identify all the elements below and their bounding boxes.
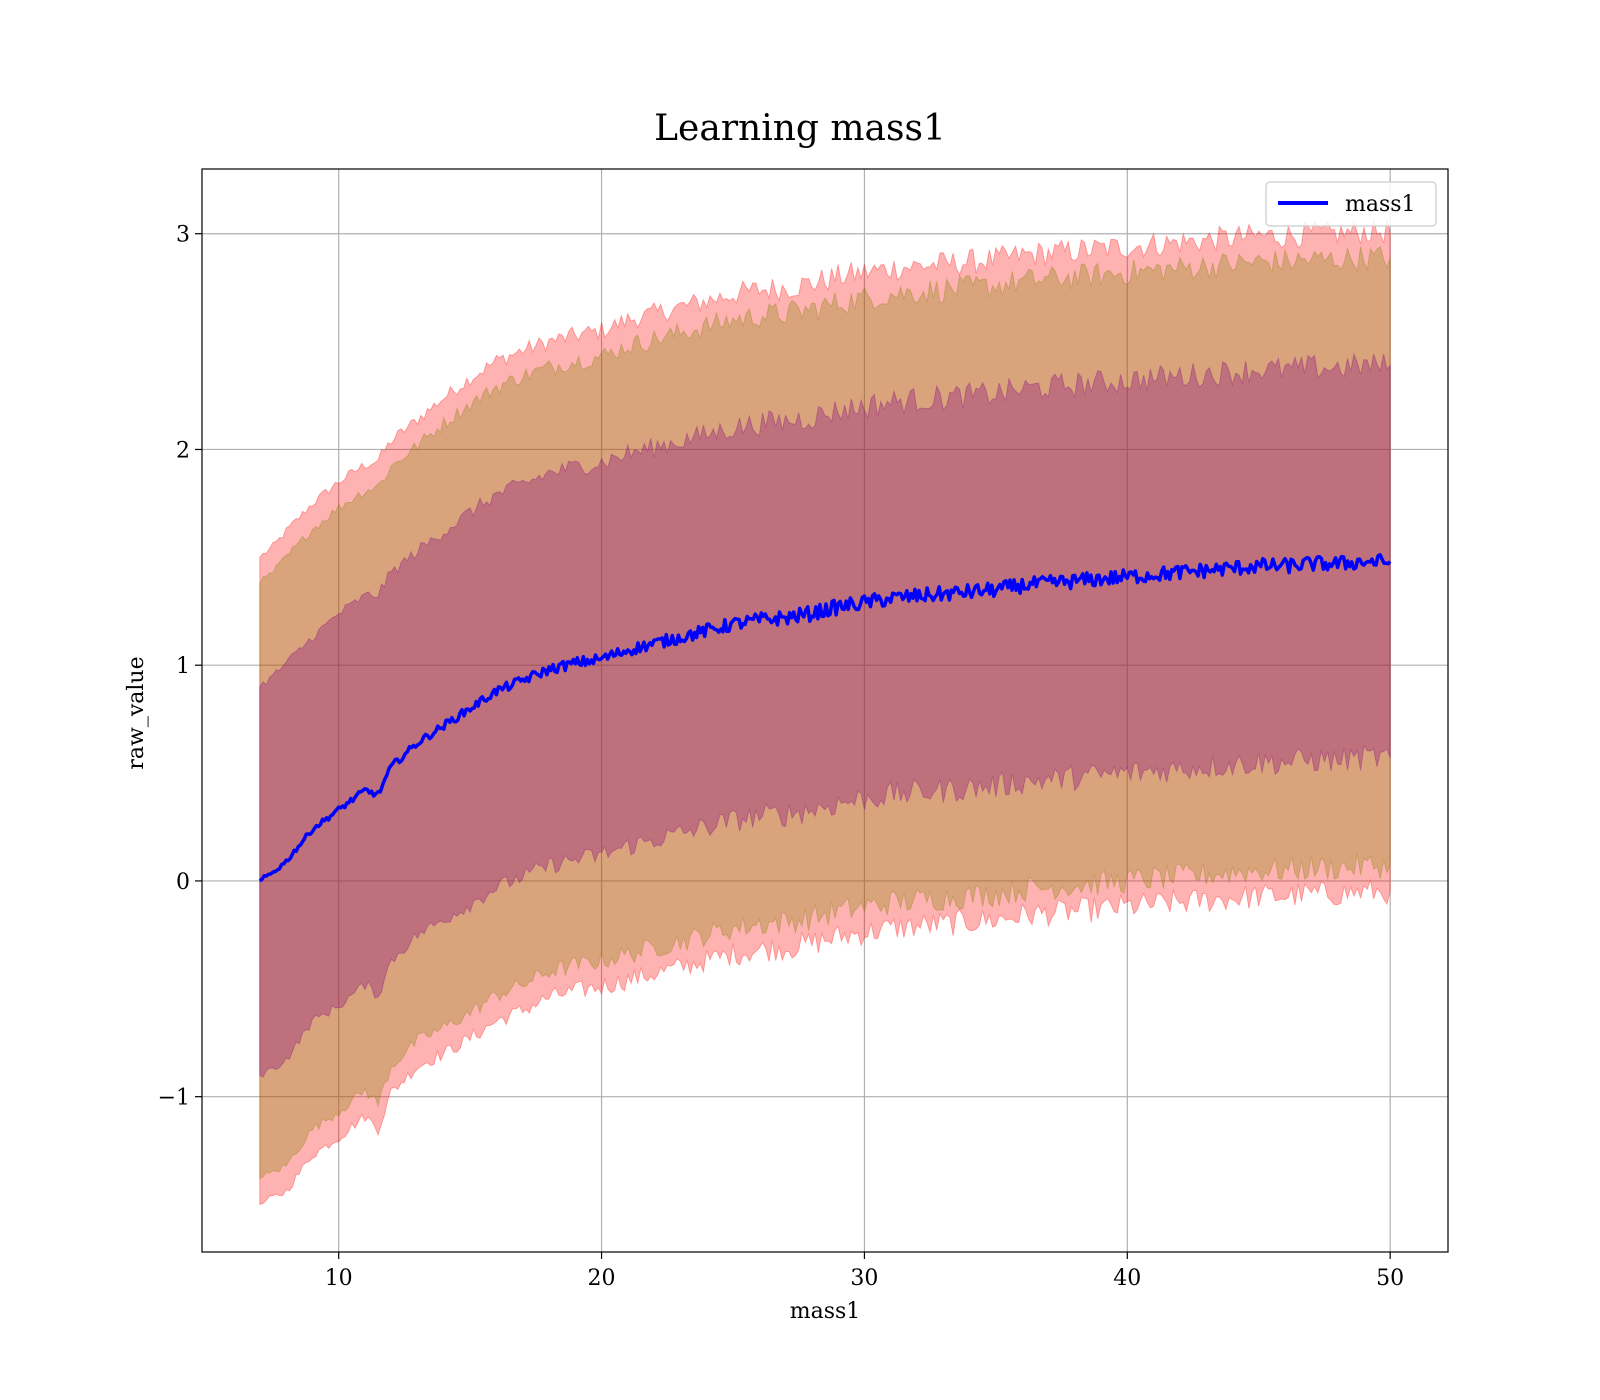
y-tick-label-0: −1 [158, 1086, 190, 1111]
chart-title: Learning mass1 [654, 108, 946, 149]
band-0 [259, 218, 1391, 1206]
plot-frame [201, 168, 1449, 1253]
x-tick-label-3: 40 [1113, 1266, 1141, 1291]
x-tick-label-4: 50 [1376, 1266, 1404, 1291]
x-axis-label: mass1 [790, 1299, 861, 1324]
legend-box [1265, 181, 1437, 227]
y-axis-label: raw_value [124, 656, 149, 769]
y-tick-label-4: 3 [176, 223, 190, 248]
series-line-mass1 [258, 552, 1392, 883]
legend-label-mass1: mass1 [1345, 192, 1416, 217]
y-tick-label-1: 0 [176, 870, 190, 895]
band-2 [259, 352, 1391, 1078]
band-1 [259, 245, 1391, 1180]
legend: mass1 [1265, 181, 1437, 227]
x-tick-label-2: 30 [850, 1266, 878, 1291]
y-tick-label-3: 2 [176, 438, 190, 463]
y-tick-label-2: 1 [176, 654, 190, 679]
x-tick-label-1: 20 [588, 1266, 616, 1291]
x-tick-label-0: 10 [325, 1266, 353, 1291]
plot-area: 10 20 30 40 50 −1 0 1 2 3 [158, 168, 1449, 1291]
